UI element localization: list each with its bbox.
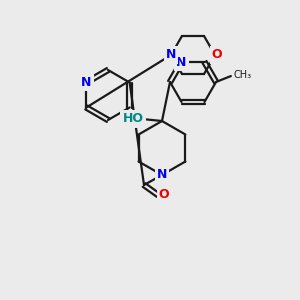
Text: O: O [159,188,169,202]
Text: HO: HO [122,112,143,125]
Text: N: N [166,49,176,62]
Text: CH₃: CH₃ [234,70,252,80]
Text: O: O [212,49,222,62]
Text: N: N [157,169,167,182]
Text: N: N [176,56,187,69]
Text: N: N [81,76,92,89]
